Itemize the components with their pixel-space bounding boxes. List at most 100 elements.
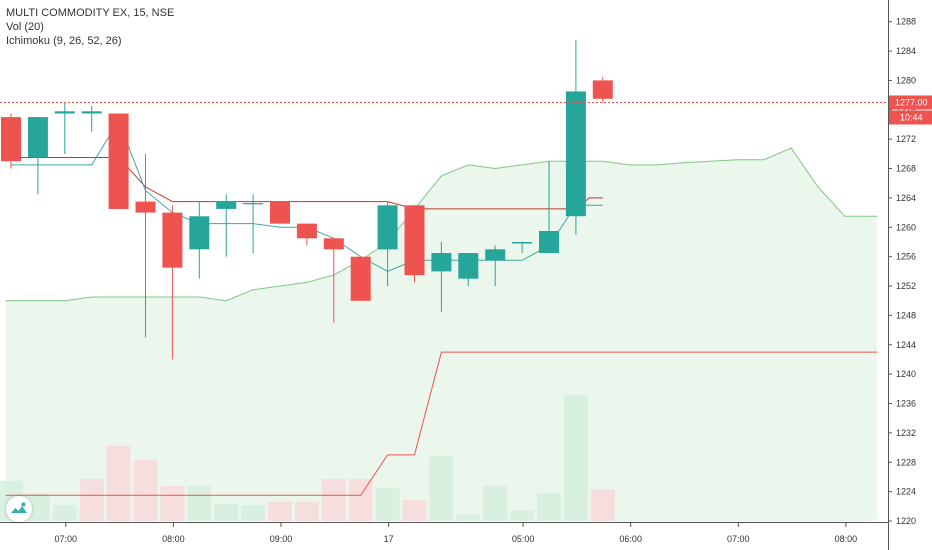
volume-bar [52,505,77,522]
time-axis-bg [0,522,888,550]
candle [1,113,21,169]
candle [243,194,264,253]
time-tick-label: 06:00 [619,534,642,544]
price-tick-label: 1284 [896,46,916,56]
volume-bar [590,489,615,521]
candle-body [54,111,75,114]
candle [81,106,102,132]
price-tick-label: 1256 [896,252,916,262]
volume-bar [133,459,158,522]
candle [485,245,506,286]
tradingview-logo-icon[interactable] [6,496,32,522]
ichimoku-cloud [5,148,878,521]
candle [323,238,344,323]
countdown-label: 10:44 [900,112,923,122]
last-price-label: 1277.00 [895,97,928,107]
candle-body [377,205,398,250]
time-tick-label: 05:00 [512,534,535,544]
candle-body [162,212,183,268]
candle [458,253,479,286]
candle-body [296,223,317,239]
price-tick-label: 1240 [896,369,916,379]
candle [135,153,156,338]
candle-body [243,203,264,205]
candle-body [592,80,613,99]
conversion-line [11,119,603,272]
volume-bar [106,445,131,522]
candle [54,102,75,154]
volume-bar [402,500,427,521]
cloud-fill [5,148,878,521]
price-tick-label: 1288 [896,17,916,27]
candle [539,161,559,253]
candle-body [323,238,344,250]
price-tick-label: 1228 [896,457,916,467]
last-price-box [889,95,932,110]
volume-bar [294,501,319,522]
candlesticks [1,40,613,360]
price-tick-label: 1276 [896,105,916,115]
volume-bar [241,505,266,522]
symbol-title[interactable]: MULTI COMMODITY EX, 15, NSE [6,7,175,19]
candle [404,205,425,283]
candle [108,113,129,209]
ichimoku-indicator-label[interactable]: Ichimoku (9, 26, 52, 26) [6,35,122,47]
volume-bar [375,487,400,522]
candle [512,242,533,253]
volume-bar [537,493,561,521]
price-tick-label: 1244 [896,340,916,350]
candle-body [512,242,533,244]
countdown-box [889,110,932,125]
candle-body [189,216,210,250]
price-tick-label: 1264 [896,193,916,203]
candle-body [1,117,21,162]
leading-span-a [5,147,878,302]
volume-bar [510,510,535,521]
time-tick-label: 07:00 [55,534,78,544]
volume-bar [429,456,454,522]
time-tick-label: 07:00 [727,534,750,544]
price-tick-label: 1268 [896,164,916,174]
candle-body [135,201,156,213]
candle [431,242,452,312]
price-tick-label: 1248 [896,310,916,320]
candle-body [539,231,559,253]
price-tick-label: 1260 [896,222,916,232]
volume-indicator-label[interactable]: Vol (20) [6,21,44,33]
candle [565,40,586,235]
candle [189,201,210,279]
volume-bar [348,479,373,521]
volume-bars [0,395,615,522]
candle [27,117,48,195]
time-tick-label: 08:00 [162,534,185,544]
volume-bar [268,501,292,522]
candle-body [350,256,371,301]
last-price-badge: 1277.00 10:44 [0,95,932,125]
candle [216,194,237,257]
volume-bar [160,486,185,521]
price-tick-label: 1220 [896,516,916,526]
candle-body [216,201,237,209]
volume-bar [214,503,239,521]
chart-legend: MULTI COMMODITY EX, 15, NSE Vol (20) Ich… [6,6,174,48]
volume-bar [79,479,104,521]
candle-body [108,113,129,209]
volume-bar [456,514,481,521]
candle-body [431,253,452,272]
volume-bar [321,479,346,521]
lagging-span [5,351,878,496]
time-tick-label: 09:00 [270,534,293,544]
volume-bar [563,395,588,521]
price-axis[interactable]: 1220 1224 1228 1232 1236 1240 1244 1248 1252 1256… [888,0,932,550]
price-tick-label: 1232 [896,428,916,438]
candle [162,205,183,360]
price-tick-label: 1280 [896,75,916,85]
price-tick-label: 1224 [896,487,916,497]
candle [377,201,398,286]
candle [592,76,613,103]
price-tick-label: 1272 [896,134,916,144]
time-axis[interactable]: 07:00 08:00 09:00 17 05:00 06:00 07:00 08:00 [0,522,888,550]
candle-body [485,249,506,261]
candle [296,223,317,246]
